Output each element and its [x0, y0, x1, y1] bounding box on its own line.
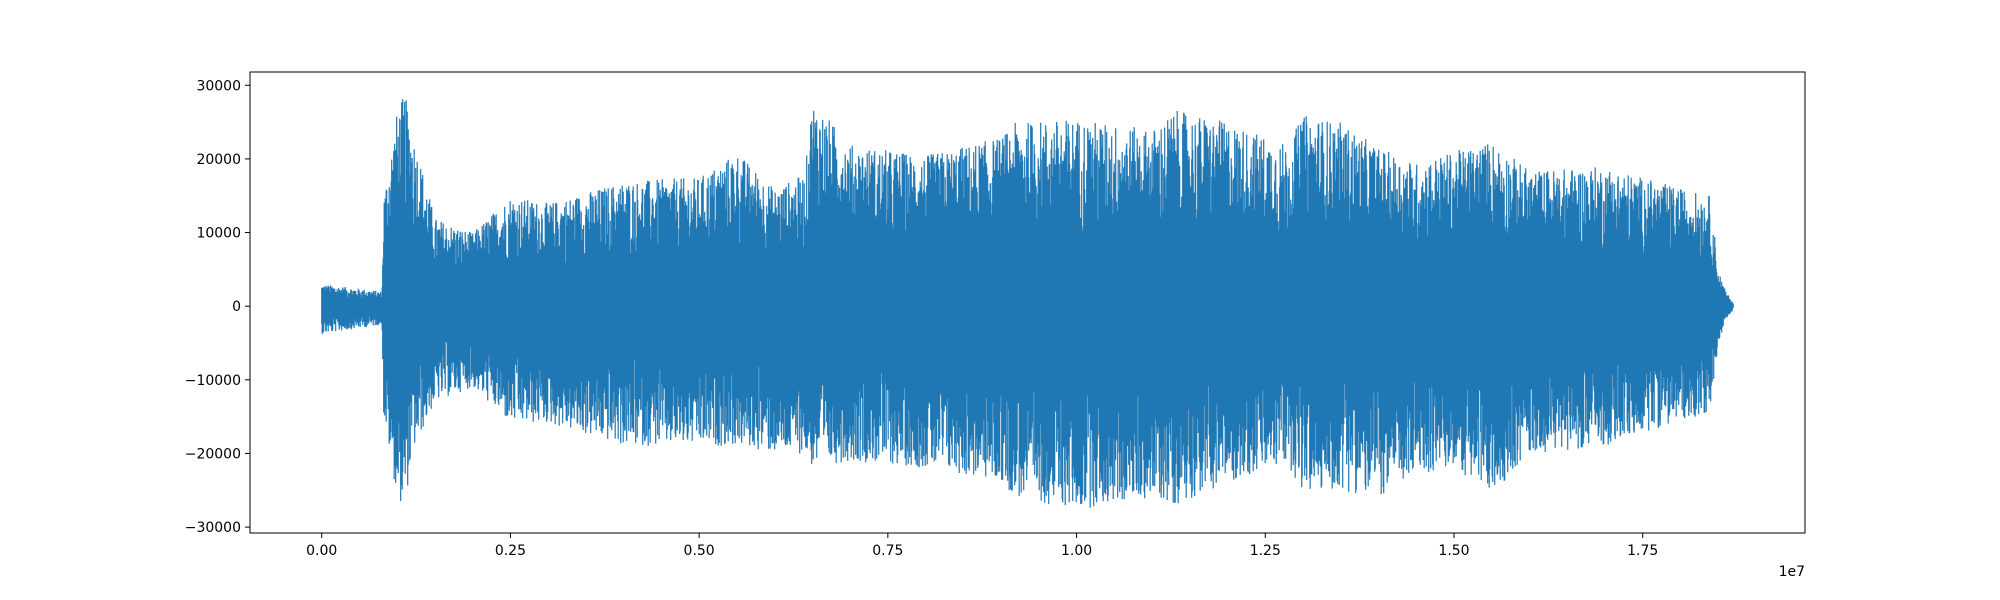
y-tick-label: 20000 — [196, 152, 241, 168]
series-core-band — [321, 237, 1734, 374]
x-tick-label: 1.75 — [1627, 543, 1658, 559]
y-tick-label: 30000 — [196, 78, 241, 94]
axes-layer: 0.00 0.25 0.50 0.75 1.00 1.25 1.50 1.75 −30000 −2… — [185, 78, 1659, 559]
x-tick-label: 1.50 — [1438, 543, 1469, 559]
y-tick-label: −10000 — [185, 373, 241, 389]
x-tick-label: 0.00 — [306, 543, 337, 559]
x-tick-label: 1.00 — [1061, 543, 1092, 559]
x-tick-label: 0.25 — [495, 543, 526, 559]
x-tick-label: 0.50 — [684, 543, 715, 559]
x-axis-offset-label: 1e7 — [1779, 564, 1805, 580]
y-tick-label: 0 — [232, 299, 241, 315]
series-layer — [321, 99, 1734, 508]
y-tick-label: 10000 — [196, 226, 241, 242]
y-tick-label: −30000 — [185, 520, 241, 536]
x-tick-label: 0.75 — [872, 543, 903, 559]
x-tick-label: 1.25 — [1250, 543, 1281, 559]
plot-frame — [249, 71, 1806, 534]
y-tick-label: −20000 — [185, 446, 241, 462]
